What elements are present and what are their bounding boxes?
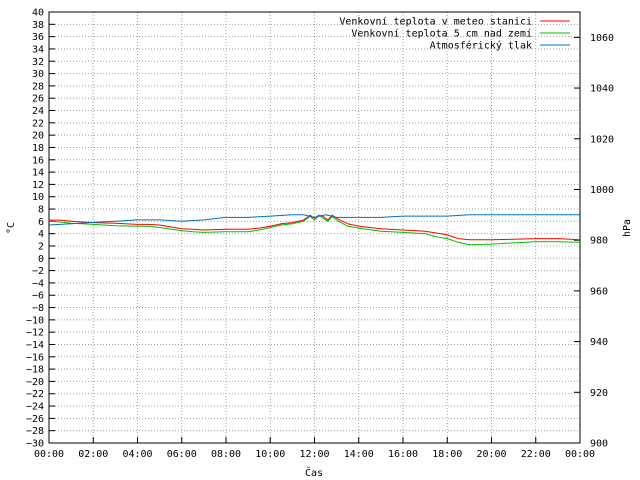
x-tick-label: 22:00 <box>521 449 551 460</box>
y-tick-label: −6 <box>32 291 44 302</box>
y-tick-label: 14 <box>32 168 44 179</box>
y-tick-label: −18 <box>26 365 44 376</box>
y2-tick-label: 1020 <box>590 134 614 145</box>
x-tick-label: 00:00 <box>34 449 64 460</box>
y-tick-label: 6 <box>38 217 44 228</box>
y2-tick-label: 960 <box>590 286 608 297</box>
y2-axis-label: hPa <box>622 219 633 237</box>
y-tick-label: −10 <box>26 315 44 326</box>
y-tick-label: 12 <box>32 180 44 191</box>
y-tick-label: −26 <box>26 414 44 425</box>
y-tick-label: 26 <box>32 94 44 105</box>
y-tick-label: −8 <box>32 303 44 314</box>
series-line-0 <box>49 214 581 241</box>
x-tick-label: 16:00 <box>388 449 418 460</box>
y-tick-label: 32 <box>32 57 44 68</box>
y-tick-label: 2 <box>38 241 44 252</box>
y-tick-label: 16 <box>32 155 44 166</box>
y-tick-label: 8 <box>38 205 44 216</box>
y-tick-label: 4 <box>38 229 44 240</box>
y2-tick-label: 980 <box>590 236 608 247</box>
y-tick-label: −16 <box>26 352 44 363</box>
y-tick-label: 40 <box>32 8 44 19</box>
y-tick-label: 28 <box>32 81 44 92</box>
x-tick-label: 02:00 <box>78 449 108 460</box>
series-line-2 <box>48 214 580 226</box>
y-tick-label: 38 <box>32 20 44 31</box>
x-tick-label: 06:00 <box>167 449 197 460</box>
y-tick-label: −30 <box>26 439 44 450</box>
y-tick-label: −2 <box>32 266 44 277</box>
grid-layer <box>48 11 581 444</box>
y-tick-label: 36 <box>32 32 44 43</box>
x-tick-label: 12:00 <box>299 449 329 460</box>
x-tick-label: 04:00 <box>122 449 152 460</box>
series-layer <box>48 214 581 246</box>
legend-label-2: Atmosférický tlak <box>430 40 532 52</box>
x-tick-label: 10:00 <box>255 449 285 460</box>
legend-label-0: Venkovní teplota v meteo stanici <box>339 16 532 28</box>
y-tick-label: −20 <box>26 377 44 388</box>
x-tick-label: 08:00 <box>211 449 241 460</box>
y-tick-label: −14 <box>26 340 44 351</box>
x-axis-label: Čas <box>305 466 323 479</box>
x-tick-label: 00:00 <box>565 449 595 460</box>
y-tick-label: 10 <box>32 192 44 203</box>
y-tick-label: −24 <box>26 402 44 413</box>
y2-tick-label: 900 <box>590 439 608 450</box>
y-tick-label: 18 <box>32 143 44 154</box>
series-line-1 <box>48 214 581 246</box>
y2-tick-label: 1000 <box>590 185 614 196</box>
y-tick-label: 34 <box>32 44 44 55</box>
y-tick-label: 0 <box>38 254 44 265</box>
y2-tick-label: 940 <box>590 337 608 348</box>
axes-layer: 4038363432302826242220181614121086420−2−… <box>26 8 614 461</box>
y-tick-label: −22 <box>26 389 44 400</box>
y-tick-label: 22 <box>32 118 44 129</box>
y2-tick-label: 920 <box>590 388 608 399</box>
x-tick-label: 14:00 <box>344 449 374 460</box>
y-tick-label: −12 <box>26 328 44 339</box>
y-tick-label: 24 <box>32 106 44 117</box>
legend-label-1: Venkovní teplota 5 cm nad zemí <box>351 28 532 40</box>
y-axis-label: °C <box>6 222 17 234</box>
x-tick-label: 20:00 <box>476 449 506 460</box>
y2-tick-label: 1040 <box>590 84 614 95</box>
y2-tick-label: 1060 <box>590 33 614 44</box>
y-tick-label: −28 <box>26 426 44 437</box>
y-tick-label: 30 <box>32 69 44 80</box>
y-tick-label: −4 <box>32 278 44 289</box>
legend: Venkovní teplota v meteo staniciVenkovní… <box>339 16 570 52</box>
y-tick-label: 20 <box>32 131 44 142</box>
x-tick-label: 18:00 <box>432 449 462 460</box>
